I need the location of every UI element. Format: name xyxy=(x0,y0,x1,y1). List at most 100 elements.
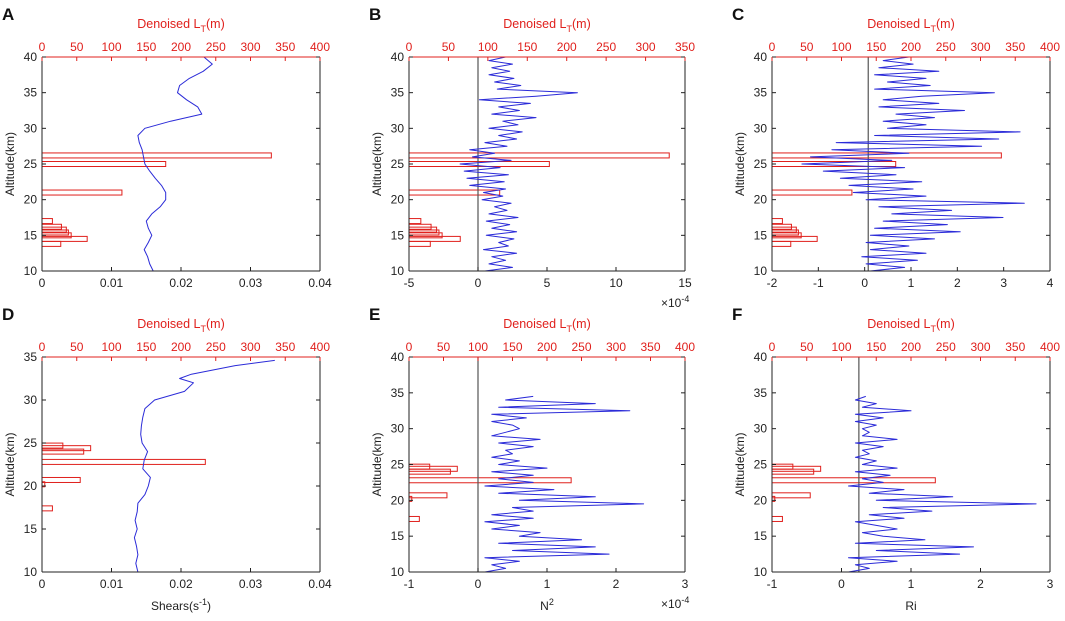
y-tick-label: 40 xyxy=(391,50,405,64)
lt-bar xyxy=(409,492,448,499)
top-tick-label: 250 xyxy=(936,340,956,354)
top-tick-label: 400 xyxy=(1040,40,1060,54)
x-axis-title: Shears(s-1) xyxy=(151,597,211,613)
x-tick-label: -1 xyxy=(813,276,824,290)
top-axis-title-sub: T xyxy=(201,24,207,34)
y-tick-label: 35 xyxy=(391,386,405,400)
x-tick-label: 0 xyxy=(475,577,482,591)
lt-bar xyxy=(772,152,1002,159)
y-axis-title: Altitude(km) xyxy=(3,432,17,496)
lt-bar xyxy=(409,240,431,247)
top-tick-label: 100 xyxy=(831,40,851,54)
y-tick-label: 40 xyxy=(754,50,768,64)
x-tick-label: 0.01 xyxy=(100,276,124,290)
lt-bar xyxy=(42,476,81,483)
panel-letter: A xyxy=(2,5,14,24)
top-axis-title: Denoised LT(m) xyxy=(503,17,591,34)
x-axis-title-tail: ) xyxy=(207,599,211,613)
top-tick-label: 200 xyxy=(171,340,191,354)
lt-bars xyxy=(42,152,272,247)
x-tick-label: 0 xyxy=(475,276,482,290)
lt-bar xyxy=(409,161,550,167)
panel-letter: C xyxy=(732,5,744,24)
lt-bar xyxy=(42,226,67,233)
top-tick-label: 100 xyxy=(101,40,121,54)
x-axis-title-main: Ri xyxy=(905,599,916,613)
top-tick-label: 0 xyxy=(769,40,776,54)
panel-letter: E xyxy=(369,305,380,324)
lt-bar xyxy=(772,189,853,196)
lt-bar xyxy=(772,235,818,242)
profile-line xyxy=(459,57,578,271)
x-axis-title: Ri xyxy=(905,599,916,613)
top-tick-label: 200 xyxy=(537,340,557,354)
top-tick-label: 300 xyxy=(970,340,990,354)
lt-bar xyxy=(409,463,431,470)
y-tick-label: 30 xyxy=(754,121,768,135)
top-tick-label: 0 xyxy=(39,340,46,354)
top-tick-label: 50 xyxy=(70,340,84,354)
top-tick-label: 250 xyxy=(936,40,956,54)
lt-bar xyxy=(772,218,783,225)
top-axis-title-sub: T xyxy=(567,324,573,334)
x-axis-title-sup: 2 xyxy=(549,597,554,607)
x-tick-label: 2 xyxy=(977,577,984,591)
y-tick-label: 20 xyxy=(754,493,768,507)
x-axis-title: N2 xyxy=(540,597,554,613)
lt-bar xyxy=(42,235,88,242)
top-axis-title-main: Denoised L xyxy=(503,317,566,331)
y-tick-label: 15 xyxy=(391,529,405,543)
lt-bar xyxy=(409,235,461,242)
x-tick-label: 1 xyxy=(908,276,915,290)
y-tick-label: 10 xyxy=(391,565,405,579)
top-tick-label: 100 xyxy=(468,340,488,354)
top-tick-label: 200 xyxy=(557,40,577,54)
top-tick-label: 200 xyxy=(901,340,921,354)
top-axis-title-unit: (m) xyxy=(572,317,591,331)
y-tick-label: 35 xyxy=(754,386,768,400)
lt-bar xyxy=(772,232,802,239)
y-tick-label: 40 xyxy=(24,50,38,64)
y-tick-label: 30 xyxy=(24,121,38,135)
top-tick-label: 150 xyxy=(866,40,886,54)
y-tick-label: 25 xyxy=(754,157,768,171)
top-tick-label: 0 xyxy=(769,340,776,354)
top-tick-label: 150 xyxy=(502,340,522,354)
top-tick-label: 350 xyxy=(1005,40,1025,54)
lt-bar xyxy=(409,226,438,233)
x-tick-label: 1 xyxy=(908,577,915,591)
lt-bar xyxy=(772,477,936,484)
x-tick-label: 0 xyxy=(39,577,46,591)
x-tick-label: -1 xyxy=(404,577,415,591)
y-tick-label: 25 xyxy=(391,458,405,472)
y-tick-label: 30 xyxy=(24,393,38,407)
y-tick-label: 20 xyxy=(754,193,768,207)
top-axis-title: Denoised LT(m) xyxy=(867,17,955,34)
lt-bar xyxy=(409,515,420,522)
top-axis-title-sub: T xyxy=(567,24,573,34)
x-tick-label: -5 xyxy=(404,276,415,290)
x-tick-label: 4 xyxy=(1047,276,1054,290)
top-axis-title-sub: T xyxy=(931,324,937,334)
lt-bar xyxy=(42,505,53,512)
top-tick-label: 400 xyxy=(675,340,695,354)
lt-bar xyxy=(772,161,897,167)
lt-bar xyxy=(42,189,123,196)
x-tick-label: 0.03 xyxy=(239,276,263,290)
lt-bar xyxy=(42,232,72,239)
profile-line xyxy=(484,395,645,572)
y-tick-label: 35 xyxy=(754,86,768,100)
top-axis-title-main: Denoised L xyxy=(867,17,930,31)
lt-bar xyxy=(409,232,443,239)
x-tick-label: -2 xyxy=(767,276,778,290)
lt-bar xyxy=(42,223,62,230)
x-tick-label: 0.02 xyxy=(169,577,193,591)
x-tick-label: 0 xyxy=(838,577,845,591)
lt-bar xyxy=(772,226,797,233)
x-axis-title-sup: -1 xyxy=(199,597,207,607)
y-tick-label: 35 xyxy=(391,86,405,100)
y-tick-label: 35 xyxy=(24,86,38,100)
top-tick-label: 100 xyxy=(101,340,121,354)
